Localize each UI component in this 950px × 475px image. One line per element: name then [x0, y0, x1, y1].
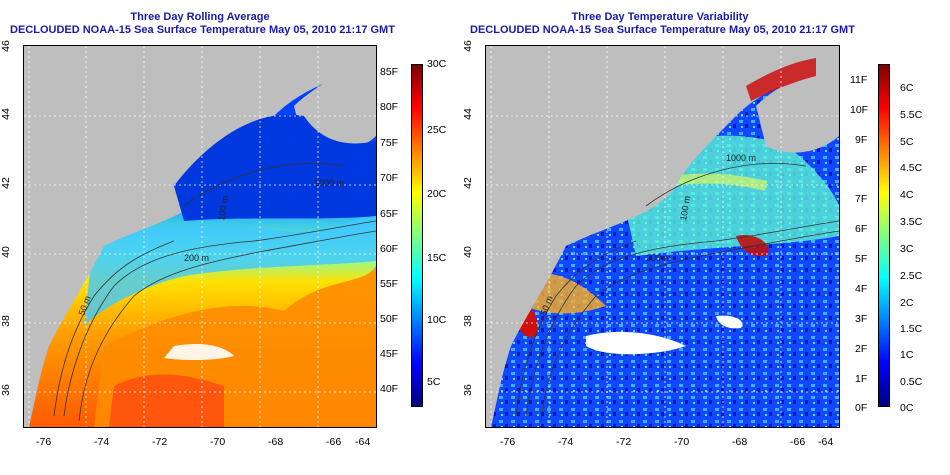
- colorbar-label-c: 3.5C: [900, 216, 923, 228]
- temperature-colorbar: [411, 64, 423, 407]
- panel-title: Three Day Temperature Variability DECLOU…: [470, 11, 855, 37]
- colorbar-label-c: 0C: [900, 402, 914, 414]
- x-tick-label: -68: [268, 436, 284, 448]
- colorbar-label-c: 1.5C: [900, 323, 923, 335]
- panel-title: Three Day Rolling Average DECLOUDED NOAA…: [10, 11, 395, 37]
- colorbar-label-f: 80F: [380, 101, 399, 113]
- panel-title-line1: Three Day Rolling Average: [130, 11, 270, 23]
- colorbar-label-f: 9F: [855, 134, 868, 146]
- y-tick-label: 46: [461, 40, 474, 52]
- colorbar-label-f: 75F: [380, 137, 399, 149]
- y-tick-label: 42: [461, 177, 474, 189]
- colorbar-label-f: 65F: [380, 208, 399, 220]
- colorbar-label-f: 2F: [855, 343, 868, 355]
- x-tick-label: -74: [94, 436, 110, 448]
- colorbar-label-c: 2C: [900, 297, 914, 309]
- colorbar-label-f: 4F: [855, 283, 868, 295]
- x-tick-label: -66: [790, 436, 806, 448]
- x-tick-label: -74: [558, 436, 574, 448]
- y-tick-label: 38: [0, 315, 12, 327]
- x-tick-label: -76: [36, 436, 52, 448]
- x-tick-label: -64: [818, 436, 834, 448]
- x-tick-label: -68: [732, 436, 748, 448]
- colorbar-label-c: 15C: [427, 252, 447, 264]
- colorbar-label-c: 1C: [900, 349, 914, 361]
- colorbar-label-c: 30C: [427, 58, 447, 70]
- y-tick-label: 46: [0, 40, 12, 52]
- y-tick-label: 44: [461, 108, 474, 120]
- contour-label: 1000 m: [314, 178, 344, 188]
- y-tick-label: 42: [0, 177, 12, 189]
- land-mass: [486, 46, 839, 427]
- x-tick-label: -76: [500, 436, 516, 448]
- sst-variability-map: 200 m 50 m 1000 m 100 m: [485, 45, 840, 428]
- colorbar-label-f: 7F: [855, 193, 868, 205]
- x-tick-label: -66: [326, 436, 342, 448]
- y-tick-label: 40: [0, 246, 12, 258]
- colorbar-label-f: 55F: [380, 278, 399, 290]
- colorbar-label-c: 25C: [427, 124, 447, 136]
- panel-title-line1: Three Day Temperature Variability: [571, 11, 749, 23]
- colorbar-label-f: 1F: [855, 373, 868, 385]
- colorbar-label-c: 5.5C: [900, 109, 923, 121]
- colorbar-label-f: 6F: [855, 223, 868, 235]
- x-tick-label: -72: [616, 436, 632, 448]
- colorbar-label-f: 60F: [380, 243, 399, 255]
- colorbar-label-c: 20C: [427, 188, 447, 200]
- colorbar-label-c: 4.5C: [900, 162, 923, 174]
- colorbar-label-c: 10C: [427, 314, 447, 326]
- contour-label: 100 m: [678, 195, 692, 221]
- x-tick-label: -70: [674, 436, 690, 448]
- contour-label: 200 m: [184, 253, 209, 263]
- y-tick-label: 38: [461, 315, 474, 327]
- colorbar-label-f: 45F: [380, 348, 399, 360]
- x-tick-label: -72: [152, 436, 168, 448]
- colorbar-label-c: 5C: [427, 376, 441, 388]
- contour-label: 1000 m: [726, 153, 756, 163]
- sst-variability-map-svg: 200 m 50 m 1000 m 100 m: [486, 46, 839, 427]
- colorbar-label-f: 8F: [855, 164, 868, 176]
- colorbar-label-c: 6C: [900, 82, 914, 94]
- colorbar-label-f: 50F: [380, 313, 399, 325]
- colorbar-label-c: 2.5C: [900, 270, 923, 282]
- y-tick-label: 36: [0, 384, 12, 396]
- contour-label: 200 m: [646, 253, 671, 263]
- colorbar-label-f: 11F: [850, 74, 868, 86]
- colorbar-label-f: 5F: [855, 253, 868, 265]
- colorbar-label-c: 5C: [900, 136, 914, 148]
- contour-label: 100 m: [216, 195, 230, 221]
- y-tick-label: 44: [0, 108, 12, 120]
- colorbar-label-c: 3C: [900, 243, 914, 255]
- colorbar-label-f: 3F: [855, 313, 868, 325]
- y-tick-label: 36: [461, 384, 474, 396]
- colorbar-label-f: 40F: [380, 383, 399, 395]
- colorbar-label-c: 0.5C: [900, 376, 923, 388]
- sst-average-map: 200 m 50 m 1000 m 100 m: [23, 45, 377, 428]
- colorbar-label-f: 10F: [850, 104, 869, 116]
- land-mass: [24, 46, 376, 427]
- x-tick-label: -64: [355, 436, 371, 448]
- colorbar-label-f: 85F: [380, 66, 399, 78]
- panel-subtitle: DECLOUDED NOAA-15 Sea Surface Temperatur…: [470, 24, 855, 36]
- sst-average-map-svg: 200 m 50 m 1000 m 100 m: [24, 46, 376, 427]
- colorbar-label-c: 4C: [900, 189, 914, 201]
- variability-colorbar: [878, 64, 890, 407]
- colorbar-label-f: 0F: [855, 402, 868, 414]
- colorbar-label-f: 70F: [380, 172, 399, 184]
- y-tick-label: 40: [461, 246, 474, 258]
- panel-subtitle: DECLOUDED NOAA-15 Sea Surface Temperatur…: [10, 24, 395, 36]
- x-tick-label: -70: [210, 436, 226, 448]
